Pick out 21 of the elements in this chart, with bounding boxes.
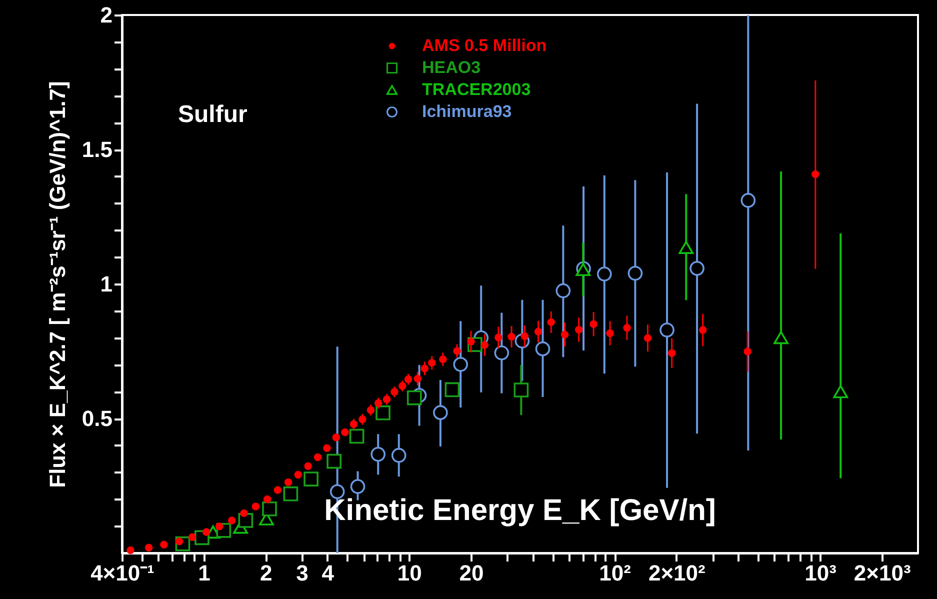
x-tick-label: 2×10² bbox=[648, 560, 706, 586]
annotation: Sulfur bbox=[178, 101, 248, 128]
x-tick-label: 4 bbox=[322, 560, 335, 586]
x-tick-label: 2 bbox=[260, 560, 272, 586]
legend-label: TRACER2003 bbox=[422, 80, 531, 99]
legend-label: AMS 0.5 Million bbox=[422, 36, 547, 55]
x-tick-label: 3 bbox=[296, 560, 308, 586]
x-tick-label: 20 bbox=[459, 560, 484, 586]
y-axis-title: Flux × E_K^2.7 [ m⁻²s⁻¹sr⁻¹ (GeV/n)^1.7] bbox=[44, 81, 70, 488]
y-tick-label: 1 bbox=[100, 272, 112, 296]
x-tick-label: 4×10⁻¹ bbox=[90, 560, 154, 586]
legend-label: HEAO3 bbox=[422, 58, 481, 77]
y-tick-label: 0.5 bbox=[82, 406, 112, 431]
x-tick-label: 2×10³ bbox=[854, 560, 911, 586]
x-tick-label: 10 bbox=[397, 560, 422, 586]
y-tick-label: 2 bbox=[100, 2, 112, 28]
legend-label: Ichimura93 bbox=[422, 102, 512, 121]
y-tick-label: 1.5 bbox=[82, 137, 112, 162]
x-tick-label: 10² bbox=[599, 560, 631, 586]
x-tick-label: 1 bbox=[198, 560, 210, 586]
x-tick-label: 10³ bbox=[804, 560, 836, 586]
